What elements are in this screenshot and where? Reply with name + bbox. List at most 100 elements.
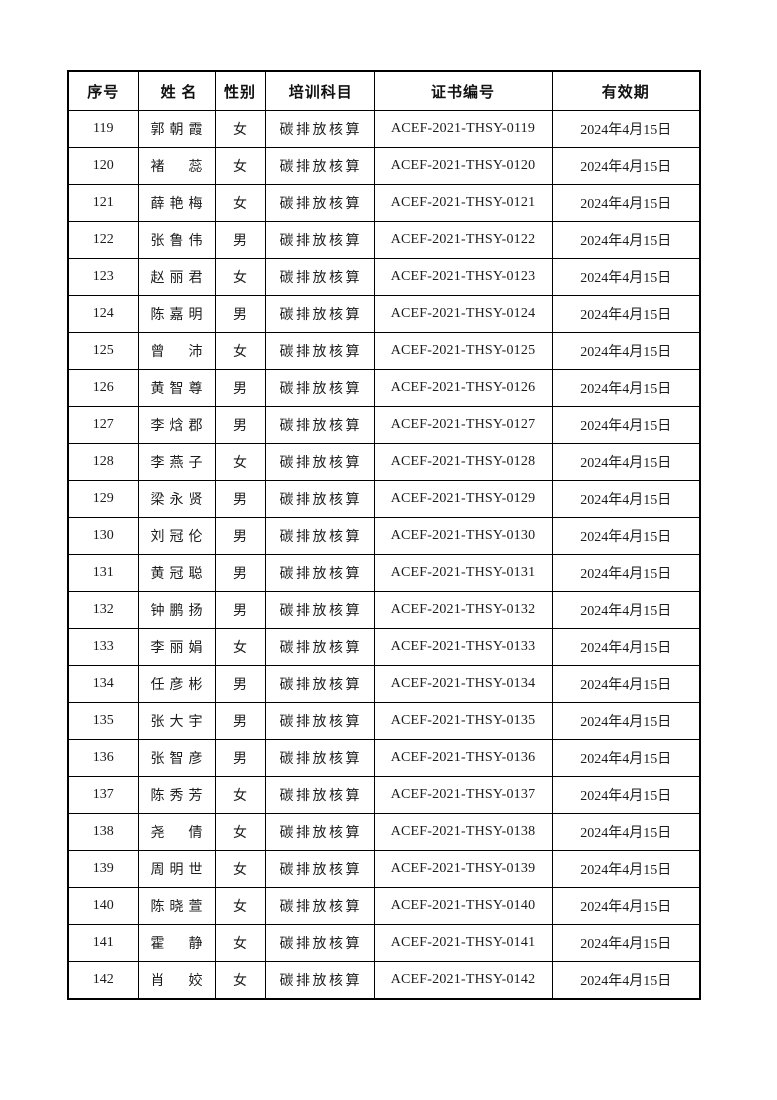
header-name: 姓 名 xyxy=(137,70,216,111)
cell-serial-number: 124 xyxy=(67,295,139,333)
cell-validity: 2024年4月15日 xyxy=(551,887,701,925)
cell-name: 黄冠聪 xyxy=(137,554,216,592)
cell-gender: 女 xyxy=(214,850,266,888)
cell-training-subject: 碳排放核算 xyxy=(264,517,375,555)
cell-training-subject: 碳排放核算 xyxy=(264,369,375,407)
table-row: 136 张智彦 男 碳排放核算 ACEF-2021-THSY-0136 2024… xyxy=(67,739,701,777)
cell-name: 李丽娟 xyxy=(137,628,216,666)
cell-name: 张大宇 xyxy=(137,702,216,740)
cell-name: 陈嘉明 xyxy=(137,295,216,333)
cell-serial-number: 131 xyxy=(67,554,139,592)
cell-serial-number: 137 xyxy=(67,776,139,814)
cell-certificate-number: ACEF-2021-THSY-0126 xyxy=(373,369,553,407)
cell-training-subject: 碳排放核算 xyxy=(264,813,375,851)
cell-name: 陈秀芳 xyxy=(137,776,216,814)
cell-certificate-number: ACEF-2021-THSY-0140 xyxy=(373,887,553,925)
cell-validity: 2024年4月15日 xyxy=(551,480,701,518)
cell-gender: 男 xyxy=(214,554,266,592)
cell-serial-number: 136 xyxy=(67,739,139,777)
cell-certificate-number: ACEF-2021-THSY-0136 xyxy=(373,739,553,777)
cell-validity: 2024年4月15日 xyxy=(551,628,701,666)
cell-validity: 2024年4月15日 xyxy=(551,591,701,629)
cell-serial-number: 120 xyxy=(67,147,139,185)
cell-training-subject: 碳排放核算 xyxy=(264,554,375,592)
cell-name: 郭朝霞 xyxy=(137,110,216,148)
cell-serial-number: 123 xyxy=(67,258,139,296)
cell-gender: 女 xyxy=(214,443,266,481)
cell-serial-number: 126 xyxy=(67,369,139,407)
cell-training-subject: 碳排放核算 xyxy=(264,295,375,333)
table-row: 132 钟鹏扬 男 碳排放核算 ACEF-2021-THSY-0132 2024… xyxy=(67,591,701,629)
cell-gender: 男 xyxy=(214,665,266,703)
cell-name: 李焓郡 xyxy=(137,406,216,444)
cell-training-subject: 碳排放核算 xyxy=(264,702,375,740)
cell-name: 薛艳梅 xyxy=(137,184,216,222)
cell-validity: 2024年4月15日 xyxy=(551,517,701,555)
cell-certificate-number: ACEF-2021-THSY-0132 xyxy=(373,591,553,629)
cell-serial-number: 138 xyxy=(67,813,139,851)
cell-certificate-number: ACEF-2021-THSY-0129 xyxy=(373,480,553,518)
cell-name: 尧 倩 xyxy=(137,813,216,851)
header-certificate-number: 证书编号 xyxy=(373,70,553,111)
cell-validity: 2024年4月15日 xyxy=(551,258,701,296)
cell-training-subject: 碳排放核算 xyxy=(264,628,375,666)
table-row: 134 任彦彬 男 碳排放核算 ACEF-2021-THSY-0134 2024… xyxy=(67,665,701,703)
header-validity: 有效期 xyxy=(551,70,701,111)
cell-name: 霍 静 xyxy=(137,924,216,962)
cell-validity: 2024年4月15日 xyxy=(551,332,701,370)
cell-gender: 女 xyxy=(214,628,266,666)
cell-validity: 2024年4月15日 xyxy=(551,776,701,814)
cell-serial-number: 121 xyxy=(67,184,139,222)
cell-gender: 男 xyxy=(214,702,266,740)
cell-gender: 男 xyxy=(214,406,266,444)
cell-validity: 2024年4月15日 xyxy=(551,961,701,1000)
cell-serial-number: 128 xyxy=(67,443,139,481)
cell-certificate-number: ACEF-2021-THSY-0135 xyxy=(373,702,553,740)
cell-validity: 2024年4月15日 xyxy=(551,184,701,222)
cell-training-subject: 碳排放核算 xyxy=(264,110,375,148)
cell-training-subject: 碳排放核算 xyxy=(264,147,375,185)
cell-gender: 女 xyxy=(214,332,266,370)
cell-training-subject: 碳排放核算 xyxy=(264,887,375,925)
cell-certificate-number: ACEF-2021-THSY-0141 xyxy=(373,924,553,962)
cell-certificate-number: ACEF-2021-THSY-0127 xyxy=(373,406,553,444)
table-row: 135 张大宇 男 碳排放核算 ACEF-2021-THSY-0135 2024… xyxy=(67,702,701,740)
cell-serial-number: 132 xyxy=(67,591,139,629)
cell-validity: 2024年4月15日 xyxy=(551,850,701,888)
cell-training-subject: 碳排放核算 xyxy=(264,443,375,481)
header-training-subject: 培训科目 xyxy=(264,70,375,111)
cell-gender: 男 xyxy=(214,369,266,407)
cell-training-subject: 碳排放核算 xyxy=(264,258,375,296)
table-row: 137 陈秀芳 女 碳排放核算 ACEF-2021-THSY-0137 2024… xyxy=(67,776,701,814)
cell-serial-number: 140 xyxy=(67,887,139,925)
cell-training-subject: 碳排放核算 xyxy=(264,924,375,962)
cell-serial-number: 119 xyxy=(67,110,139,148)
cell-certificate-number: ACEF-2021-THSY-0124 xyxy=(373,295,553,333)
cell-training-subject: 碳排放核算 xyxy=(264,184,375,222)
cell-training-subject: 碳排放核算 xyxy=(264,480,375,518)
cell-gender: 女 xyxy=(214,110,266,148)
table-row: 129 梁永贤 男 碳排放核算 ACEF-2021-THSY-0129 2024… xyxy=(67,480,701,518)
header-gender: 性别 xyxy=(214,70,266,111)
table-row: 123 赵丽君 女 碳排放核算 ACEF-2021-THSY-0123 2024… xyxy=(67,258,701,296)
table-row: 127 李焓郡 男 碳排放核算 ACEF-2021-THSY-0127 2024… xyxy=(67,406,701,444)
cell-validity: 2024年4月15日 xyxy=(551,406,701,444)
cell-certificate-number: ACEF-2021-THSY-0120 xyxy=(373,147,553,185)
certificate-table: 序号 姓 名 性别 培训科目 证书编号 有效期 119 郭朝霞 女 碳排放核算 … xyxy=(67,70,701,1000)
table-row: 133 李丽娟 女 碳排放核算 ACEF-2021-THSY-0133 2024… xyxy=(67,628,701,666)
cell-certificate-number: ACEF-2021-THSY-0128 xyxy=(373,443,553,481)
table-row: 124 陈嘉明 男 碳排放核算 ACEF-2021-THSY-0124 2024… xyxy=(67,295,701,333)
table-body: 119 郭朝霞 女 碳排放核算 ACEF-2021-THSY-0119 2024… xyxy=(67,110,701,1000)
cell-certificate-number: ACEF-2021-THSY-0142 xyxy=(373,961,553,1000)
cell-validity: 2024年4月15日 xyxy=(551,147,701,185)
cell-validity: 2024年4月15日 xyxy=(551,702,701,740)
cell-name: 李燕子 xyxy=(137,443,216,481)
cell-validity: 2024年4月15日 xyxy=(551,554,701,592)
cell-certificate-number: ACEF-2021-THSY-0122 xyxy=(373,221,553,259)
cell-certificate-number: ACEF-2021-THSY-0139 xyxy=(373,850,553,888)
cell-validity: 2024年4月15日 xyxy=(551,924,701,962)
table-row: 119 郭朝霞 女 碳排放核算 ACEF-2021-THSY-0119 2024… xyxy=(67,110,701,148)
cell-name: 肖 姣 xyxy=(137,961,216,1000)
cell-name: 张鲁伟 xyxy=(137,221,216,259)
